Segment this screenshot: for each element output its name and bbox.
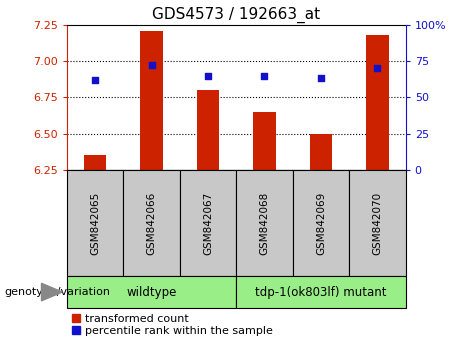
Text: genotype/variation: genotype/variation (5, 287, 111, 297)
Text: GSM842068: GSM842068 (260, 192, 270, 255)
Point (317, 76, 325, 81)
Text: GSM842070: GSM842070 (372, 192, 383, 255)
Bar (140, 30, 163, 170)
Bar (293, 170, 349, 276)
Bar (349, 170, 406, 276)
Bar (197, 90, 219, 170)
Text: wildtype: wildtype (126, 286, 177, 298)
Bar (180, 170, 236, 276)
Bar (123, 170, 180, 276)
Point (204, 73, 212, 79)
Bar (67, 276, 236, 308)
Point (374, 65, 381, 71)
Point (261, 73, 268, 79)
Bar (310, 133, 332, 170)
Point (91, 77, 99, 83)
Text: tdp-1(ok803lf) mutant: tdp-1(ok803lf) mutant (255, 286, 387, 298)
Bar (253, 112, 276, 170)
Text: GSM842067: GSM842067 (203, 192, 213, 255)
Bar (236, 170, 293, 276)
Text: GSM842069: GSM842069 (316, 192, 326, 255)
Bar (236, 276, 406, 308)
Text: GSM842066: GSM842066 (147, 192, 157, 255)
Bar (67, 170, 123, 276)
Bar (366, 35, 389, 170)
Title: GDS4573 / 192663_at: GDS4573 / 192663_at (152, 7, 320, 23)
Bar (84, 155, 106, 170)
Legend: transformed count, percentile rank within the sample: transformed count, percentile rank withi… (72, 314, 272, 336)
Text: GSM842065: GSM842065 (90, 192, 100, 255)
Point (148, 63, 155, 68)
